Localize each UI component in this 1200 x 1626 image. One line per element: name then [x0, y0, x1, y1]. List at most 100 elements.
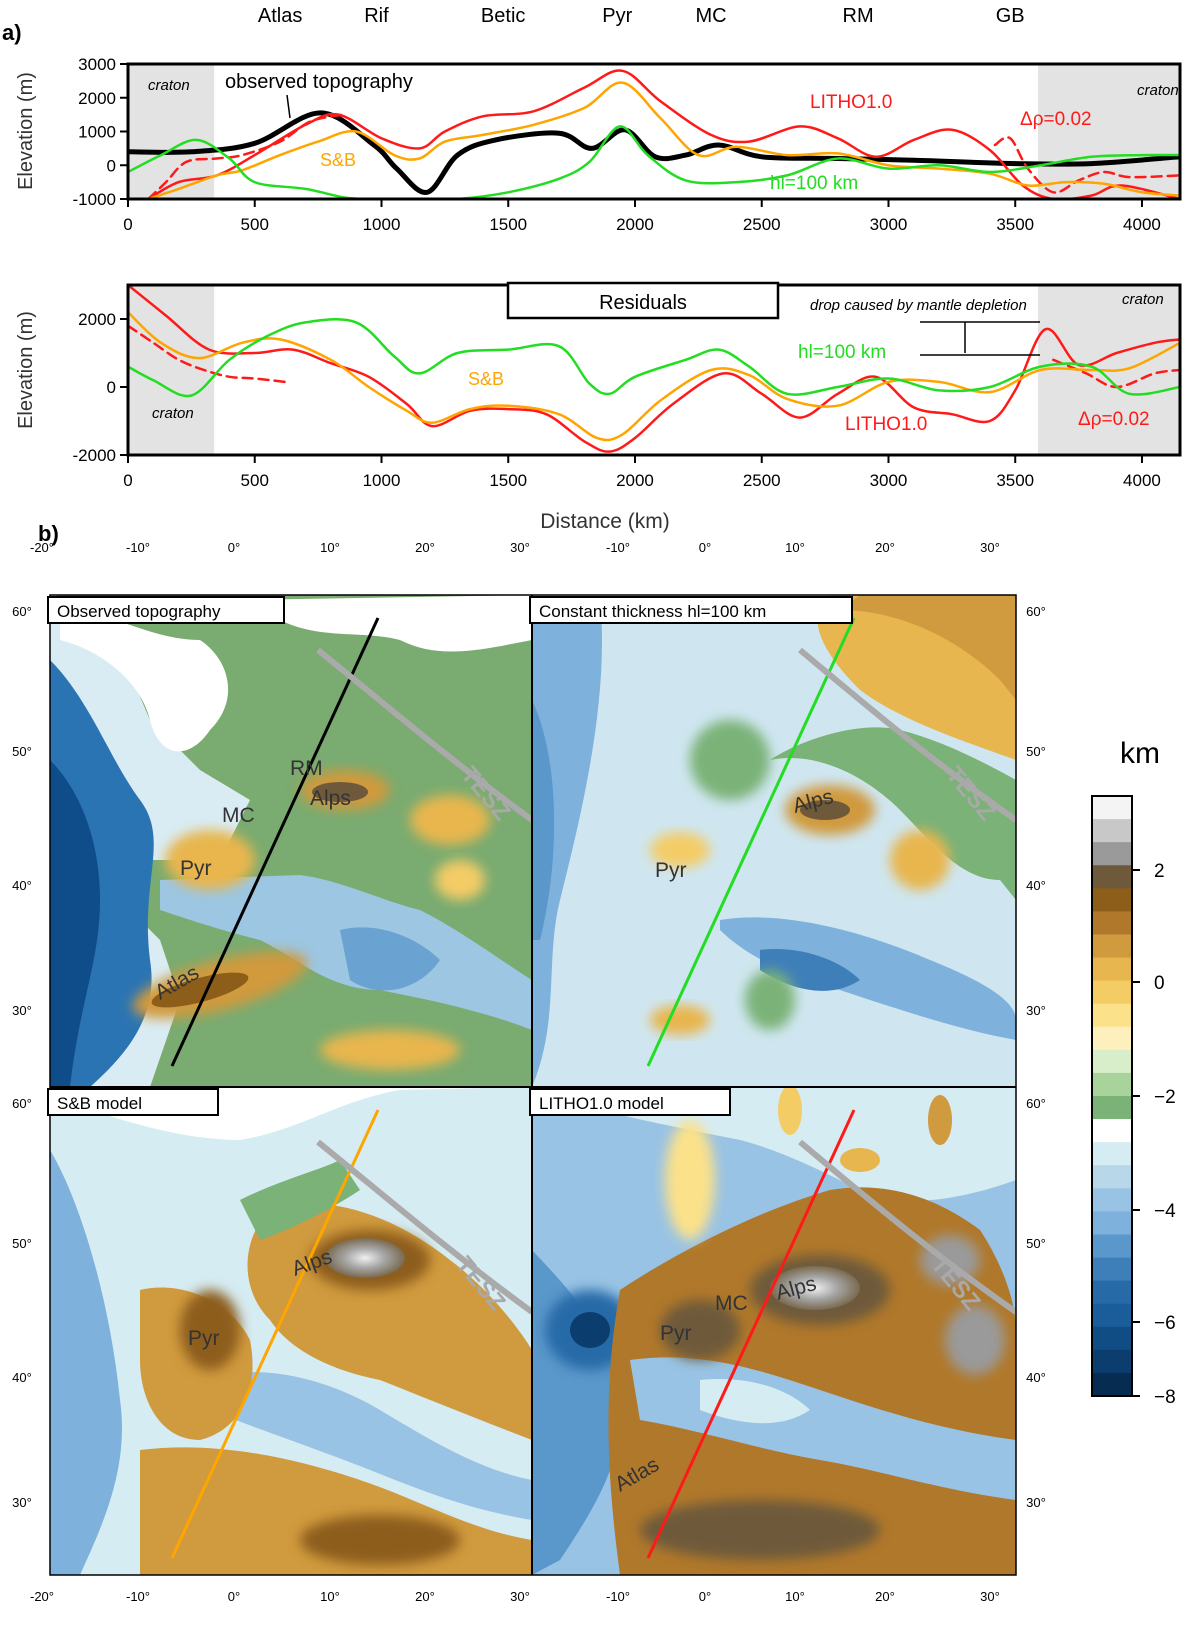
colorbar-segment	[1092, 1326, 1132, 1351]
lon-tick-label: -10°	[606, 540, 630, 555]
lat-tick-label: 50°	[1026, 1236, 1046, 1251]
y-tick-label: 0	[107, 156, 116, 175]
x-tick-label: 2500	[743, 471, 781, 490]
lon-tick-label: 0°	[699, 540, 711, 555]
colorbar-segment	[1092, 911, 1132, 935]
annotation-sb: S&B	[468, 369, 504, 389]
map-title: Observed topography	[57, 602, 221, 621]
craton-band	[128, 285, 215, 455]
lon-tick-label: -20°	[30, 1589, 54, 1604]
colorbar-segment	[1092, 980, 1132, 1005]
lon-tick-label: 20°	[415, 540, 435, 555]
map-title-box	[47, 1088, 219, 1116]
region-labels: Atlas Rif Betic Pyr MC RM GB	[258, 5, 1025, 27]
profile-line-black	[170, 617, 380, 1067]
lat-tick-label: 40°	[1026, 1370, 1046, 1385]
lat-tick-label: 40°	[12, 878, 32, 893]
lon-tick-label: 30°	[510, 1589, 530, 1604]
map-label: Pyr	[188, 1327, 220, 1350]
lon-tick-label: 10°	[320, 540, 340, 555]
annotation-delta-rho: Δρ=0.02	[1020, 109, 1092, 130]
x-tick-label: 500	[241, 215, 269, 234]
map-title: LITHO1.0 model	[539, 1094, 664, 1113]
map-label: RM	[290, 757, 323, 780]
colorbar-segment	[1092, 888, 1132, 912]
region-label: Rif	[364, 5, 389, 27]
series-line	[993, 136, 1180, 194]
region-label: GB	[996, 5, 1025, 27]
lat-tick-label: 40°	[12, 1370, 32, 1385]
profile-line-orange	[170, 1109, 380, 1559]
x-tick-label: 2500	[743, 215, 781, 234]
craton-label: craton	[1122, 291, 1164, 308]
colorbar-tick-label: −6	[1154, 1313, 1176, 1334]
lat-tick-label: 60°	[12, 1096, 32, 1111]
map-titles: Observed topography Constant thickness hl…	[47, 596, 853, 1116]
annotation-sb: S&B	[320, 150, 356, 170]
colorbar-tick-label: 0	[1154, 973, 1165, 994]
lon-tick-label: 20°	[875, 540, 895, 555]
series-line	[128, 285, 1180, 453]
y-tick-label: -2000	[73, 446, 116, 465]
annotation-pointer	[286, 94, 291, 119]
y-tick-label: 0	[107, 378, 116, 397]
colorbar-segment	[1092, 1026, 1132, 1051]
colorbar-segment	[1092, 1072, 1132, 1097]
map-title-box	[47, 596, 285, 624]
colorbar: km 2 0 −2 −4 −6 −8	[1091, 737, 1176, 1408]
series-line	[128, 324, 287, 384]
residuals-y-axis-label: Elevation (m)	[15, 311, 37, 429]
colorbar-segment	[1092, 865, 1132, 889]
series-line	[128, 125, 1180, 199]
lat-tick-label: 30°	[1026, 1495, 1046, 1510]
colorbar-segment	[1092, 1303, 1132, 1328]
lon-tick-label: 30°	[510, 540, 530, 555]
annotation-hl: hl=100 km	[798, 342, 886, 363]
colorbar-tick-label: −4	[1154, 1201, 1176, 1222]
craton-label: craton	[152, 405, 194, 422]
map-title: S&B model	[57, 1094, 142, 1113]
lat-tick-label: 60°	[1026, 604, 1046, 619]
craton-label: craton	[148, 77, 190, 94]
colorbar-segment	[1092, 819, 1132, 843]
annotation-hl: hl=100 km	[770, 173, 858, 194]
colorbar-segment	[1092, 1049, 1132, 1074]
colorbar-segment	[1092, 1234, 1132, 1259]
lon-tick-label: -10°	[126, 1589, 150, 1604]
series-line	[128, 310, 1180, 442]
lon-tick-label: -10°	[126, 540, 150, 555]
lat-tick-label: 30°	[12, 1495, 32, 1510]
x-tick-label: 1000	[363, 215, 401, 234]
x-tick-label: 0	[123, 471, 132, 490]
profile-line-green	[646, 617, 856, 1067]
top-y-axis-label: Elevation (m)	[15, 72, 37, 190]
colorbar-tick-label: −8	[1154, 1387, 1176, 1408]
lon-tick-label: 20°	[415, 1589, 435, 1604]
annotation-litho: LITHO1.0	[845, 414, 927, 435]
region-label: Pyr	[602, 5, 632, 27]
residuals-x-axis-label: Distance (km)	[540, 510, 670, 533]
map-litho-model	[532, 1087, 1016, 1575]
map-label: MC	[715, 1292, 748, 1315]
map-label: Pyr	[655, 859, 687, 882]
residuals-title: Residuals	[599, 292, 687, 314]
map-title-box	[529, 596, 853, 624]
colorbar-segment	[1092, 1003, 1132, 1028]
lon-tick-label: -10°	[606, 1589, 630, 1604]
y-tick-label: 3000	[78, 55, 116, 74]
x-tick-label: 3000	[870, 215, 908, 234]
x-tick-label: 500	[241, 471, 269, 490]
colorbar-segment	[1092, 1119, 1132, 1143]
colorbar-segment	[1092, 1188, 1132, 1212]
lat-tick-label: 30°	[1026, 1003, 1046, 1018]
series-line	[147, 81, 1180, 199]
x-tick-label: 2000	[616, 471, 654, 490]
lon-tick-label: 20°	[875, 1589, 895, 1604]
annotation-litho: LITHO1.0	[810, 92, 892, 113]
region-label: Betic	[481, 5, 525, 27]
y-tick-label: -1000	[73, 190, 116, 209]
x-tick-label: 1500	[489, 215, 527, 234]
lon-tick-label: 10°	[785, 1589, 805, 1604]
y-tick-label: 2000	[78, 89, 116, 108]
